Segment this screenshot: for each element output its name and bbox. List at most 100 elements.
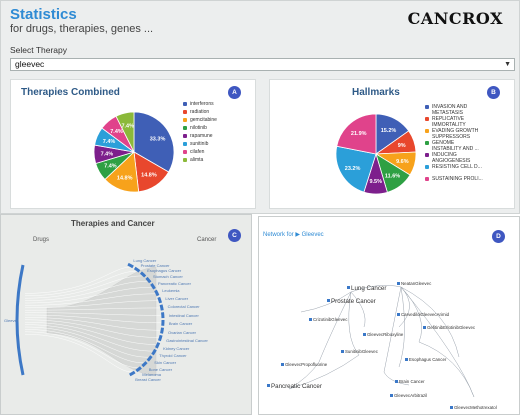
therapies-combined-legend-item[interactable]: interferons	[183, 102, 217, 110]
therapies-combined-legend-item[interactable]: radiation	[183, 110, 217, 118]
therapies-combined-legend-swatch	[183, 134, 187, 138]
drug-arc[interactable]	[15, 264, 25, 376]
cancer-label[interactable]: Kidney Cancer	[163, 345, 190, 351]
cancer-arc[interactable]	[159, 304, 164, 311]
flow-line	[24, 293, 155, 306]
cancer-arc[interactable]	[127, 262, 134, 269]
flow-line	[24, 287, 152, 304]
network-node[interactable]: Brain Cancer	[399, 379, 425, 384]
chevron-down-icon[interactable]: ▼	[504, 61, 511, 68]
therapies-combined-legend-item[interactable]: rapamune	[183, 134, 217, 142]
cancer-arc[interactable]	[157, 296, 163, 304]
network-header-drug[interactable]: Gleevec	[301, 232, 324, 238]
cancer-label[interactable]: Esophagus Cancer	[147, 268, 182, 274]
therapies-and-cancer-panel: Therapies and Cancer C Drugs Cancer Glee…	[0, 214, 252, 415]
hallmarks-legend-item[interactable]: EVADING GROWTH SUPPRESSORS	[425, 128, 483, 141]
therapies-combined-legend-item[interactable]: gemcitabine	[183, 118, 217, 126]
network-node[interactable]: CarvedilolGleevecArimid	[401, 312, 450, 317]
cancer-label[interactable]: Colorectal Cancer	[167, 304, 200, 310]
network-node[interactable]: Prostate Cancer	[331, 298, 376, 305]
hallmarks-legend-item[interactable]: RESISTING CELL D...	[425, 164, 483, 177]
hallmarks-legend-item[interactable]: REPLICATIVE IMMORTALITY	[425, 116, 483, 129]
network-node[interactable]: GefitinibErlotinibGleevec	[427, 325, 476, 330]
network-node[interactable]: GleevecMethotrexatol	[454, 405, 497, 410]
cancer-arc[interactable]	[141, 361, 148, 368]
therapies-combined-legend-swatch	[183, 150, 187, 154]
hallmarks-legend-item[interactable]: INVASION AND METASTASIS	[425, 104, 483, 117]
cancer-arc[interactable]	[160, 327, 165, 334]
hallmarks-slice[interactable]	[335, 145, 377, 193]
cancer-arc[interactable]	[150, 282, 156, 290]
cancer-label[interactable]: Ovarian Cancer	[168, 329, 197, 335]
cancer-label[interactable]: Intestinal Cancer	[168, 312, 199, 318]
cancer-label[interactable]: Melanoma	[142, 372, 161, 377]
cancer-label[interactable]: Breast Cancer	[135, 376, 161, 382]
cancer-label[interactable]: Pancreatic Cancer	[158, 281, 191, 286]
cancer-arc[interactable]	[154, 289, 160, 297]
cancer-arc[interactable]	[139, 271, 147, 278]
therapies-combined-data-label: 7.4%	[104, 164, 117, 170]
network-node[interactable]: GleevecArbitrazil	[394, 393, 428, 398]
network-node[interactable]: Lung Cancer	[351, 285, 387, 292]
therapies-combined-legend-item[interactable]: cilafen	[183, 150, 217, 158]
network-node-marker	[341, 350, 344, 353]
cancer-label[interactable]: Stomach Cancer	[153, 274, 183, 280]
cancer-label[interactable]: Skin Cancer	[154, 360, 177, 366]
network-node[interactable]: GleevecRiboxyline	[367, 332, 404, 337]
therapies-combined-legend-item[interactable]: nilotinib	[183, 126, 217, 134]
cancer-label[interactable]: Leukemia	[162, 288, 180, 294]
hallmarks-slice[interactable]	[336, 113, 377, 155]
cancer-label[interactable]: Gastrointestinal Cancer	[166, 337, 208, 343]
badge-b: B	[487, 86, 500, 99]
therapy-select[interactable]: gleevec ▼	[10, 58, 515, 71]
network-node[interactable]: SunitinibGleevec	[345, 349, 378, 354]
cancrox-logo: CANCROX	[407, 9, 503, 28]
network-node[interactable]: CrizotinibGleevec	[313, 317, 348, 322]
flow-line	[24, 281, 147, 301]
therapies-combined-legend-item[interactable]: alimta	[183, 158, 217, 166]
hallmarks-legend-item[interactable]: SUSTAINING PROLI...	[425, 176, 483, 189]
hallmarks-legend-label: SUPPRESSORS	[432, 133, 471, 140]
network-node[interactable]: Pancreatic Cancer	[271, 383, 322, 390]
network-node[interactable]: Esophagus Cancer	[409, 357, 447, 362]
cancer-column-label: Cancer	[197, 237, 217, 243]
hallmarks-data-label: 21.9%	[351, 131, 367, 137]
cancer-arc[interactable]	[146, 355, 153, 362]
cancer-arc[interactable]	[157, 334, 163, 342]
flow-line	[24, 331, 138, 368]
hallmarks-legend-swatch	[425, 177, 429, 181]
cancer-arc[interactable]	[129, 370, 136, 377]
therapies-combined-slice[interactable]	[115, 111, 135, 153]
flow-line	[24, 267, 130, 294]
network-node[interactable]: GleevecPropofluorine	[285, 362, 328, 367]
therapies-combined-legend-item[interactable]: sunitinib	[183, 142, 217, 150]
network-node[interactable]: NeatanGleevec	[401, 281, 432, 286]
cancer-arc[interactable]	[151, 348, 157, 356]
cancer-arc[interactable]	[135, 366, 142, 373]
flow-line	[24, 312, 161, 316]
network-node-marker	[363, 333, 366, 336]
network-node-marker	[395, 380, 398, 383]
panel-c-title: Therapies and Cancer	[71, 219, 155, 228]
hallmarks-legend-item[interactable]: INDUCING ANGIOGENESIS	[425, 152, 483, 165]
network-node-marker	[390, 394, 393, 397]
cancer-label[interactable]: Bone Cancer	[148, 366, 173, 372]
cancer-label[interactable]: Prostate Cancer	[140, 262, 170, 268]
therapies-combined-data-label: 7.4%	[101, 152, 114, 158]
cancer-label[interactable]: Lung Cancer	[133, 258, 157, 264]
cancer-arc[interactable]	[155, 342, 161, 349]
cancer-arc[interactable]	[133, 266, 141, 273]
network-node-marker	[347, 286, 350, 289]
hallmarks-legend-item[interactable]: GENOME INSTABILITY AND ...	[425, 140, 483, 153]
network-header: Network for ▶ Gleevec	[263, 231, 324, 238]
cancer-arc[interactable]	[145, 276, 152, 284]
hallmarks-legend-swatch	[425, 105, 429, 109]
drug-label[interactable]: Gleevec	[4, 318, 19, 323]
hallmarks-legend-label: GENOME	[432, 140, 455, 146]
therapies-combined-slice[interactable]	[133, 111, 175, 173]
cancer-label[interactable]: Thyroid Cancer	[159, 353, 187, 359]
flow-line	[24, 321, 156, 345]
cancer-label[interactable]: Liver Cancer	[165, 296, 189, 302]
cancer-label[interactable]: Brain Cancer	[168, 321, 193, 327]
